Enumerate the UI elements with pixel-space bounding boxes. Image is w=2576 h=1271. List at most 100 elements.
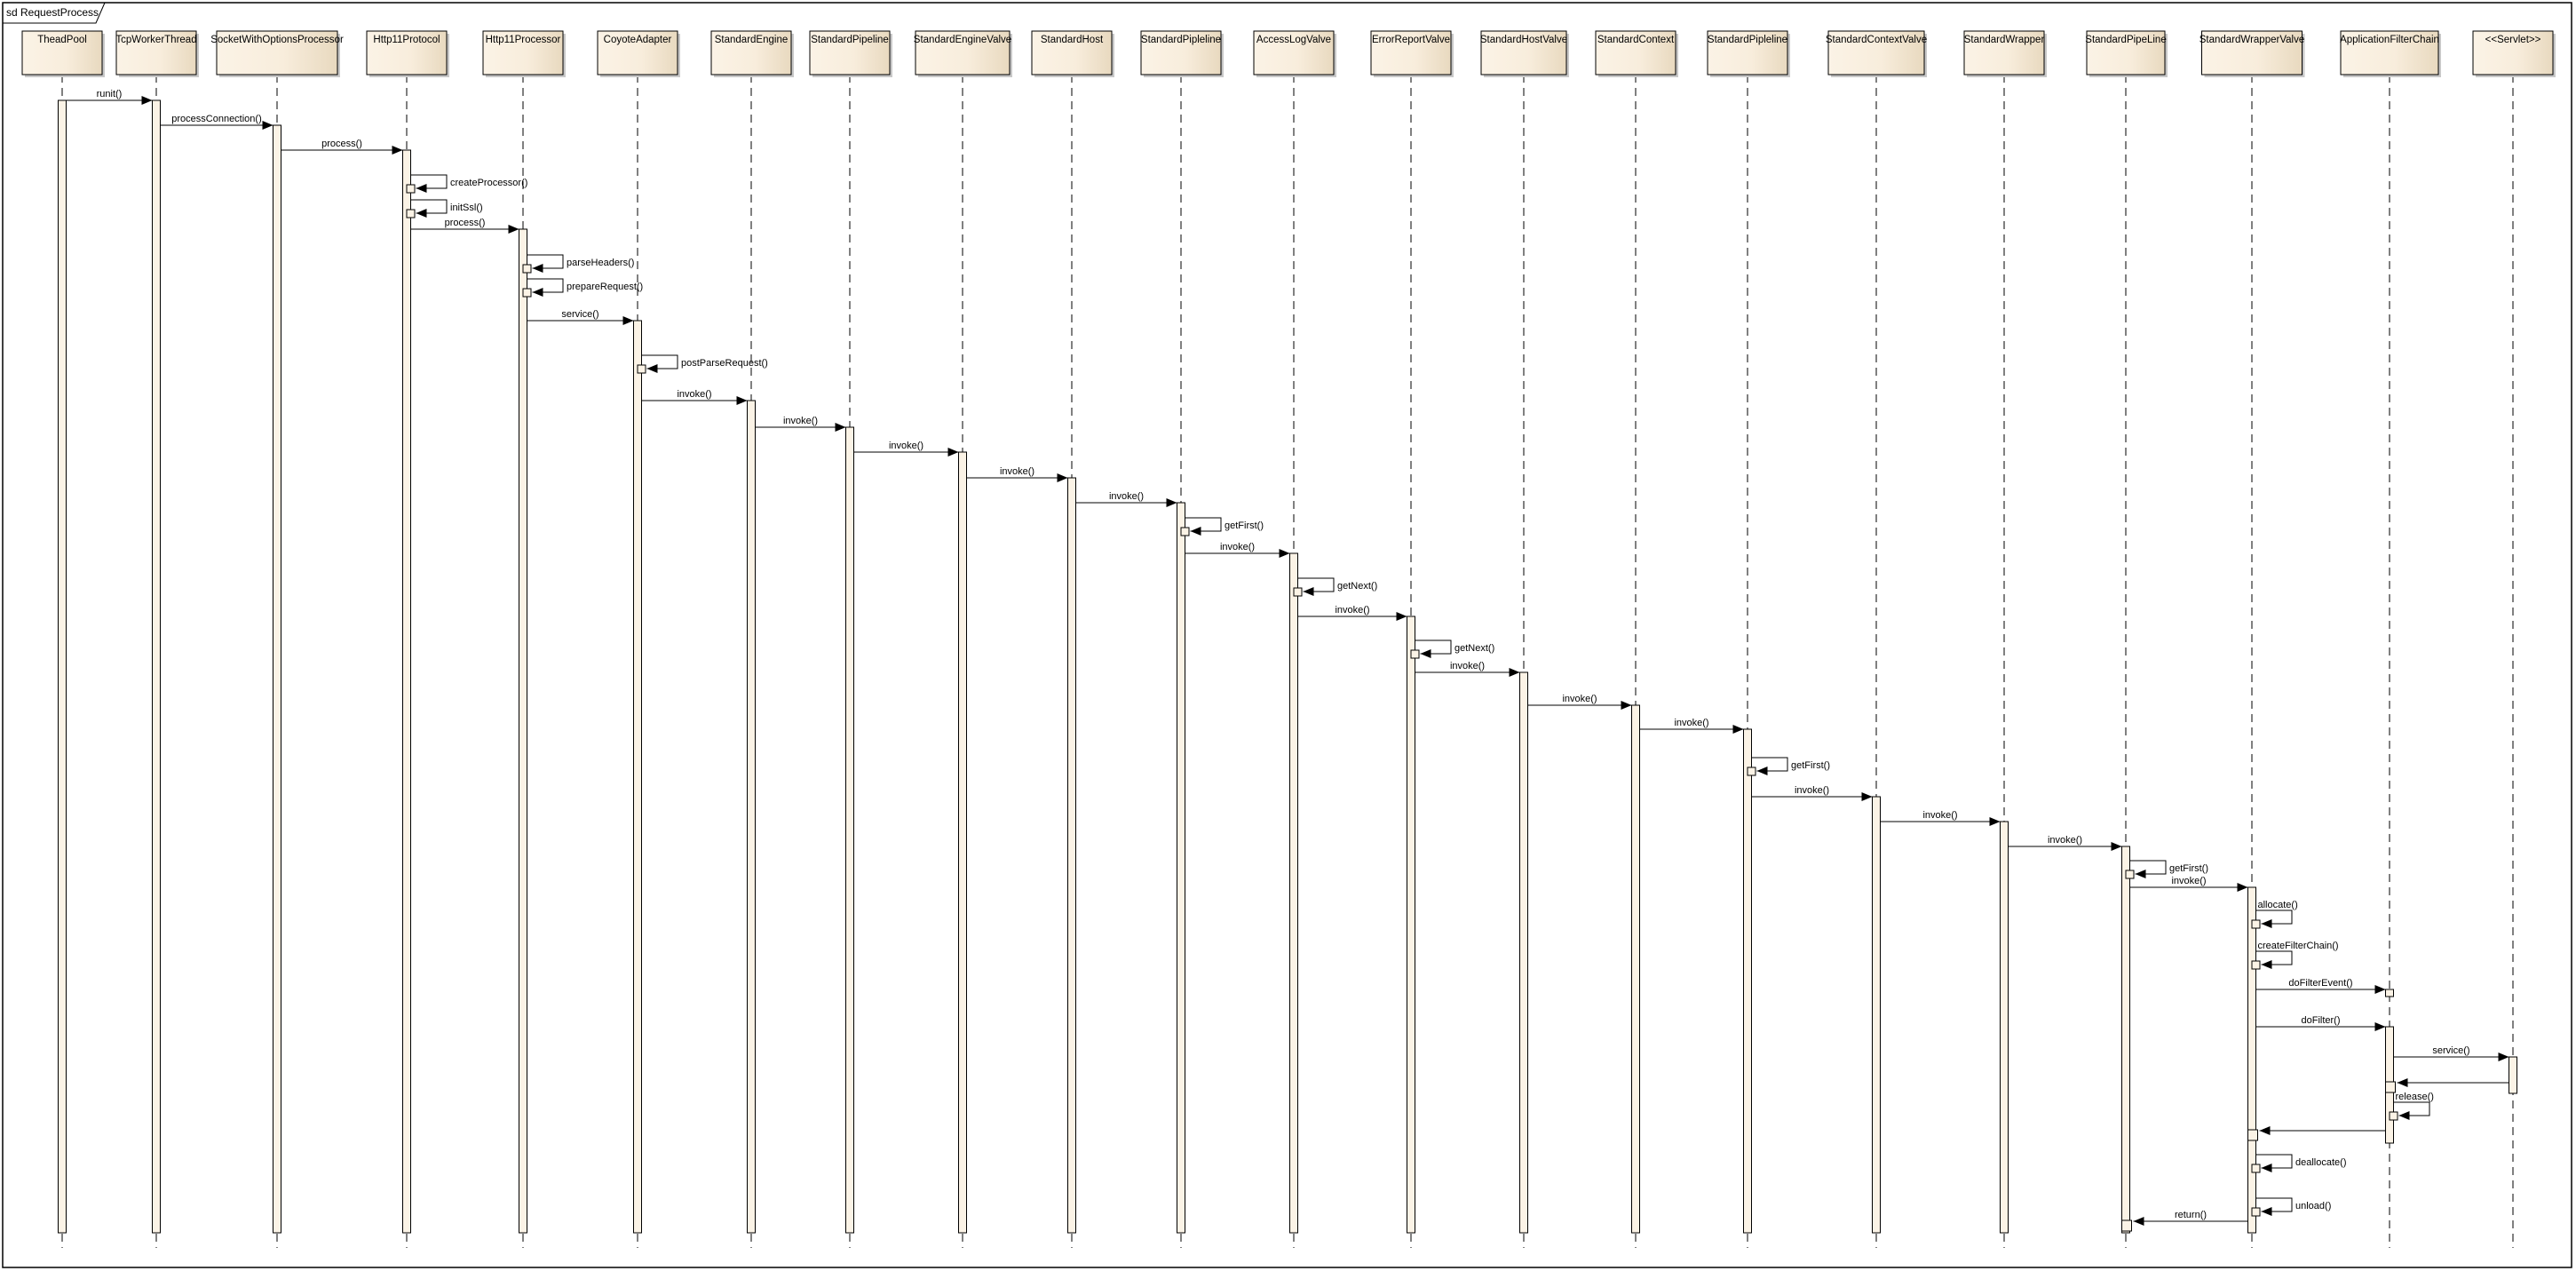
lifeline-box[interactable] [2340, 30, 2439, 75]
lifeline-standardwrapper[interactable]: StandardWrapper [1963, 30, 2047, 1248]
lifeline-standardhostvalve[interactable]: StandardHostValve [1480, 30, 1569, 1248]
lifeline-box[interactable] [1140, 30, 1222, 75]
message-processconnection[interactable]: processConnection() [160, 114, 273, 130]
lifeline-box[interactable] [115, 30, 197, 75]
message-label: process() [321, 139, 362, 149]
arrowhead-icon [1057, 473, 1068, 482]
lifeline-box[interactable] [21, 30, 103, 75]
lifeline-box[interactable] [216, 30, 338, 75]
message-invoke[interactable]: invoke() [1075, 491, 1177, 507]
message-process[interactable]: process() [410, 218, 519, 234]
lifeline-box[interactable] [1595, 30, 1676, 75]
message-preparerequest[interactable]: prepareRequest() [522, 278, 643, 298]
message-release[interactable]: release() [2389, 1092, 2434, 1121]
message-invoke[interactable]: invoke() [1185, 542, 1290, 558]
message-invoke[interactable]: invoke() [1639, 718, 1744, 734]
lifeline-standardpipleline[interactable]: StandardPipleline [1140, 30, 1224, 1248]
message-invoke[interactable]: invoke() [1880, 810, 2001, 826]
lifeline-box[interactable] [366, 30, 448, 75]
lifeline-box[interactable] [597, 30, 678, 75]
message-deallocate[interactable]: deallocate() [2251, 1154, 2346, 1173]
message-postparserequest[interactable]: postParseRequest() [637, 354, 768, 374]
lifeline-box[interactable] [1963, 30, 2045, 75]
lifeline-name: StandardEngineValve [914, 35, 1011, 45]
message-createfilterchain[interactable]: createFilterChain() [2251, 941, 2339, 970]
activation-bar [958, 451, 967, 1234]
message-service[interactable]: service() [527, 309, 634, 325]
message-label: process() [445, 218, 486, 228]
message-process[interactable]: process() [281, 139, 403, 155]
lifeline-box[interactable] [2201, 30, 2303, 75]
message-getnext[interactable]: getNext() [1410, 639, 1494, 659]
message-label: invoke() [783, 416, 818, 426]
arrowhead-icon [2259, 1126, 2271, 1135]
message-line [527, 278, 564, 293]
arrowhead-icon [947, 448, 959, 457]
lifeline-box[interactable] [1827, 30, 1925, 75]
lifeline-servlet[interactable]: <<Servlet>> [2472, 30, 2556, 1248]
message-invoke[interactable]: invoke() [1527, 694, 1632, 710]
arrowhead-icon [1190, 527, 1201, 536]
lifeline-socketwithoptionsprocessor[interactable]: SocketWithOptionsProcessor [210, 30, 344, 1248]
message-invoke[interactable]: invoke() [966, 466, 1068, 482]
lifeline-box[interactable] [2086, 30, 2166, 75]
message-getfirst[interactable]: getFirst() [1747, 757, 1830, 776]
message-label: invoke() [1562, 694, 1597, 704]
message-dofilter[interactable]: doFilter() [2255, 1015, 2386, 1031]
message-return[interactable]: return() [2121, 1210, 2248, 1232]
message-getfirst[interactable]: getFirst() [1180, 517, 1264, 536]
message-unload[interactable]: unload() [2251, 1197, 2331, 1217]
lifeline-box[interactable] [482, 30, 564, 75]
arrowhead-icon [2374, 985, 2386, 994]
message-return[interactable] [2385, 1078, 2509, 1093]
lifeline-box[interactable] [1031, 30, 1113, 75]
message-invoke[interactable]: invoke() [1415, 661, 1520, 677]
message-getnext[interactable]: getNext() [1293, 577, 1377, 597]
lifeline-standardcontext[interactable]: StandardContext [1595, 30, 1678, 1248]
message-allocate[interactable]: allocate() [2251, 900, 2298, 929]
message-label: doFilterEvent() [2288, 978, 2352, 989]
lifeline-box[interactable] [809, 30, 891, 75]
message-invoke[interactable]: invoke() [853, 441, 959, 457]
message-line [2255, 1197, 2293, 1212]
message-getfirst[interactable]: getFirst() [2125, 860, 2208, 879]
arrowhead-icon [262, 121, 273, 130]
message-parseheaders[interactable]: parseHeaders() [522, 254, 634, 274]
lifeline-theadpool[interactable]: TheadPool [21, 30, 105, 1248]
lifeline-name: CoyoteAdapter [604, 35, 672, 45]
return-box [2121, 1219, 2132, 1232]
message-invoke[interactable]: invoke() [755, 416, 846, 432]
message-initssl[interactable]: initSsl() [406, 199, 483, 218]
lifeline-standardpipleline[interactable]: StandardPipleline [1707, 30, 1790, 1248]
arrowhead-icon [2498, 1053, 2509, 1061]
arrowhead-icon [646, 364, 658, 373]
message-return[interactable] [2247, 1126, 2386, 1141]
lifeline-box[interactable] [1370, 30, 1452, 75]
message-runit[interactable]: runit() [66, 89, 153, 105]
message-invoke[interactable]: invoke() [2008, 835, 2122, 851]
message-dofilterevent[interactable]: doFilterEvent() [2255, 978, 2386, 994]
lifeline-coyoteadapter[interactable]: CoyoteAdapter [597, 30, 680, 1248]
lifeline-standardcontextvalve[interactable]: StandardContextValve [1826, 30, 1927, 1248]
lifeline-box[interactable] [1480, 30, 1567, 75]
message-invoke[interactable]: invoke() [1751, 785, 1873, 801]
lifeline-box[interactable] [2472, 30, 2554, 75]
message-label: return() [2175, 1210, 2207, 1220]
lifeline-box[interactable] [710, 30, 792, 75]
message-createprocessor[interactable]: createProcessor() [406, 174, 527, 194]
arrowhead-icon [508, 225, 519, 234]
message-label: doFilter() [2301, 1015, 2340, 1026]
lifeline-box[interactable] [1707, 30, 1788, 75]
lifeline-standardpipeline[interactable]: StandardPipeLine [2085, 30, 2168, 1248]
lifeline-box[interactable] [1253, 30, 1335, 75]
arrowhead-icon [2261, 1207, 2272, 1216]
lifeline-box[interactable] [915, 30, 1011, 75]
lifeline-applicationfilterchain[interactable]: ApplicationFilterChain [2340, 30, 2441, 1248]
activation-bar [152, 99, 161, 1234]
message-invoke[interactable]: invoke() [641, 389, 748, 405]
message-invoke[interactable]: invoke() [2129, 876, 2248, 892]
message-service[interactable]: service() [2393, 1045, 2509, 1061]
message-invoke[interactable]: invoke() [1297, 605, 1407, 621]
activation-bar [2121, 846, 2130, 1234]
arrowhead-icon [532, 264, 543, 273]
